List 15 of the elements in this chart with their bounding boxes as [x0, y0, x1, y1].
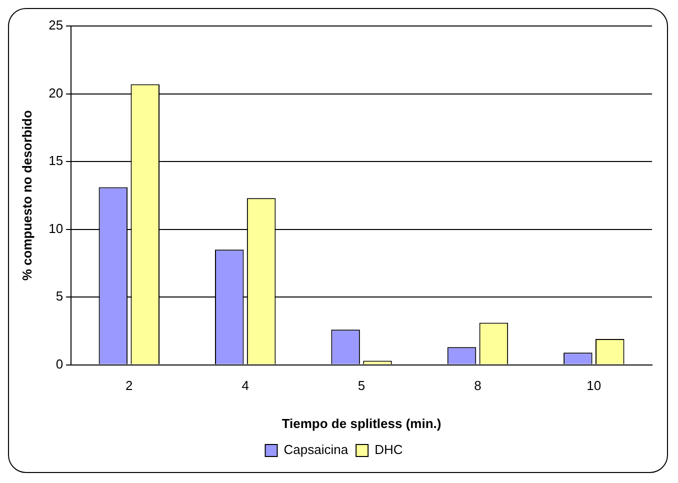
x-tick-label: 4: [242, 378, 249, 394]
y-tick-label: 25: [48, 18, 64, 33]
legend-label: DHC: [374, 442, 403, 458]
legend-label: Capsaicina: [284, 442, 349, 458]
x-tick-label: 5: [358, 378, 366, 394]
x-axis-title: Tiempo de splitless (min.): [282, 416, 442, 431]
y-tick-label: 0: [56, 356, 64, 372]
y-tick-label: 10: [48, 220, 64, 236]
y-tick-label: 20: [48, 85, 64, 100]
x-tick-label: 8: [474, 378, 482, 394]
y-tick-label: 15: [48, 153, 64, 168]
x-tick-label: 10: [586, 378, 602, 394]
y-tick-label: 5: [56, 288, 64, 304]
x-tick-label: 2: [126, 378, 133, 394]
y-axis-title: % compuesto no desorbido: [19, 110, 34, 281]
